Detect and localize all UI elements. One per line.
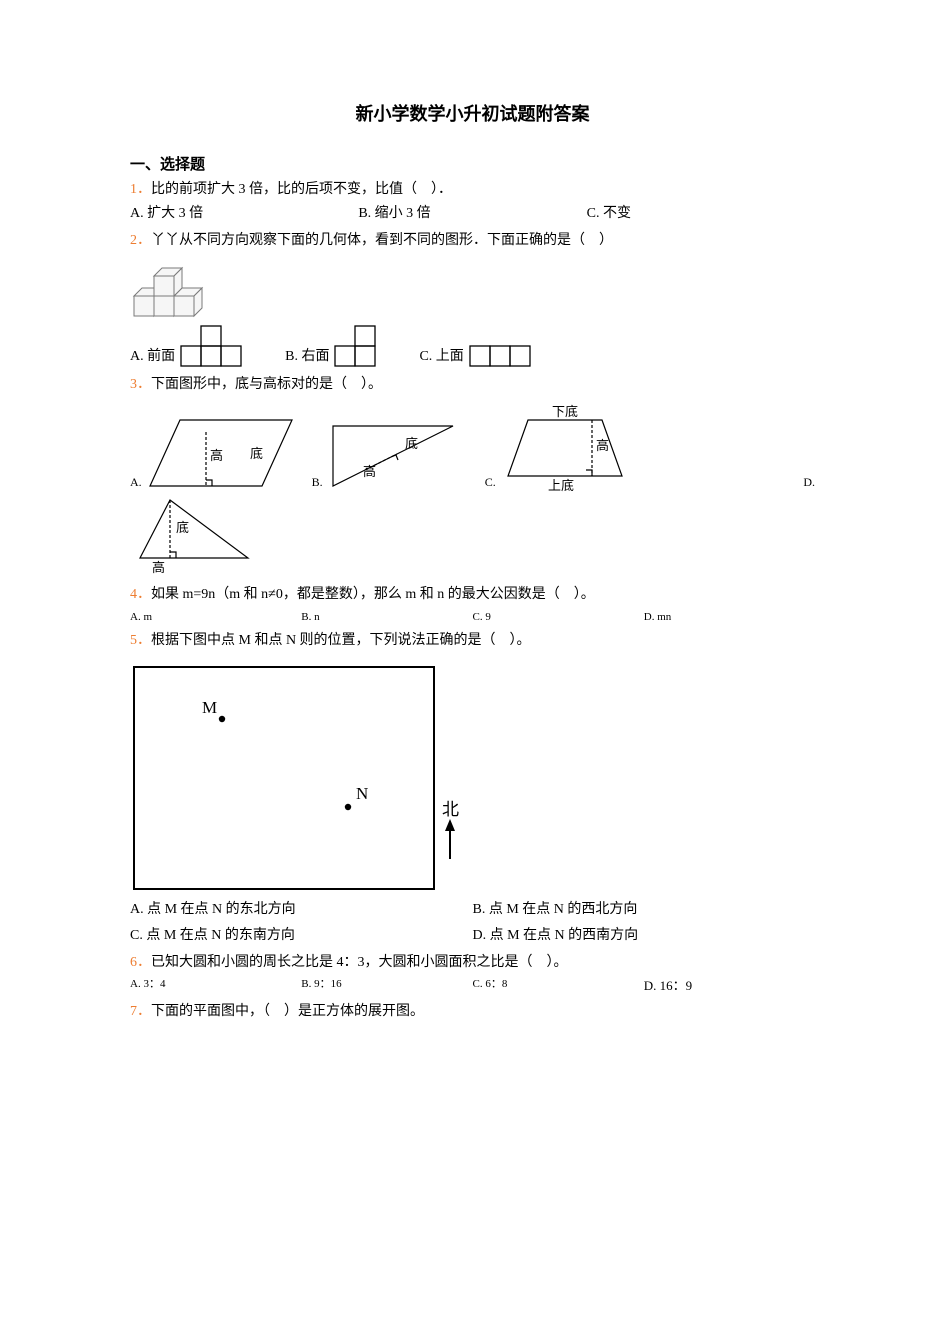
section-1-heading: 一、选择题 (130, 153, 815, 177)
q1: 1．比的前项扩大 3 倍，比的后项不变，比值（ ）． (130, 179, 815, 201)
q5-number: 5． (130, 633, 151, 648)
q2-opt-a-figure-icon (179, 324, 245, 368)
q5-text: 根据下图中点 M 和点 N 则的位置，下列说法正确的是（ ）。 (151, 633, 531, 648)
q7-number: 7． (130, 1004, 151, 1019)
q5: 5．根据下图中点 M 和点 N 则的位置，下列说法正确的是（ ）。 (130, 630, 815, 652)
q3-text: 下面图形中，底与高标对的是（ ）。 (151, 377, 382, 392)
q4-opt-b: B. n (301, 609, 472, 627)
q1-opt-a: A. 扩大 3 倍 (130, 203, 358, 225)
q5-opt-b: B. 点 M 在点 N 的西北方向 (473, 899, 816, 921)
q5-opt-a: A. 点 M 在点 N 的东北方向 (130, 899, 473, 921)
q3-a-parallelogram-icon: 高 底 (146, 414, 296, 492)
q6: 6．已知大圆和小圆的周长之比是 4：3，大圆和小圆面积之比是（ ）。 (130, 952, 815, 974)
label-gao: 高 (210, 448, 223, 463)
q2-opt-b-label: B. 右面 (285, 346, 329, 368)
label-gao: 高 (596, 438, 609, 453)
q4-opt-c: C. 9 (473, 609, 644, 627)
q5-opt-c: C. 点 M 在点 N 的东南方向 (130, 925, 473, 947)
q2-text: 丫丫从不同方向观察下面的几何体，看到不同的图形．下面正确的是（ ） (151, 233, 613, 248)
q5-options-row1: A. 点 M 在点 N 的东北方向 B. 点 M 在点 N 的西北方向 (130, 899, 815, 921)
q6-number: 6． (130, 955, 151, 970)
north-arrow-icon (445, 819, 455, 831)
q3-opt-d-label-cell: D. (803, 473, 815, 492)
q2-opt-a-label: A. 前面 (130, 346, 175, 368)
cubes-3d-icon (130, 262, 218, 318)
q2-opt-c-figure-icon (468, 344, 534, 368)
q5-opt-d: D. 点 M 在点 N 的西南方向 (473, 925, 816, 947)
q3-opt-a-label: A. (130, 473, 142, 492)
q4-opt-d: D. mn (644, 609, 815, 627)
q2-opt-b: B. 右面 (285, 324, 379, 368)
page-title: 新小学数学小升初试题附答案 (130, 100, 815, 129)
q3: 3．下面图形中，底与高标对的是（ ）。 (130, 374, 815, 396)
label-n: N (356, 784, 368, 803)
label-shangdi: 上底 (548, 478, 574, 492)
q6-opt-d: D. 16：9 (644, 976, 815, 997)
q1-opt-b: B. 缩小 3 倍 (358, 203, 586, 225)
label-gao: 高 (363, 464, 376, 479)
exam-page: 新小学数学小升初试题附答案 一、选择题 1．比的前项扩大 3 倍，比的后项不变，… (0, 0, 945, 1085)
q3-options-row1: A. 高 底 B. 底 高 (130, 402, 815, 492)
q4-options: A. m B. n C. 9 D. mn (130, 609, 815, 627)
q2-opt-c-label: C. 上面 (419, 346, 463, 368)
q3-b-triangle-icon: 底 高 (327, 420, 457, 492)
label-north: 北 (442, 800, 459, 819)
q3-opt-c-label: C. (485, 473, 496, 492)
label-di: 底 (405, 436, 418, 451)
q3-opt-b: B. 底 高 (312, 420, 457, 492)
q5-options-row2: C. 点 M 在点 N 的东南方向 D. 点 M 在点 N 的西南方向 (130, 925, 815, 947)
q6-options: A. 3：4 B. 9：16 C. 6：8 D. 16：9 (130, 976, 815, 997)
q4: 4．如果 m=9n（m 和 n≠0，都是整数），那么 m 和 n 的最大公因数是… (130, 584, 815, 606)
q1-text: 比的前项扩大 3 倍，比的后项不变，比值（ ）． (151, 182, 452, 197)
q1-opt-c: C. 不变 (587, 203, 815, 225)
q5-map-icon: M N 北 (130, 663, 460, 893)
q3-opt-c: C. 下底 高 上底 (485, 402, 630, 492)
q2-opt-b-figure-icon (333, 324, 379, 368)
q5-figure: M N 北 (130, 663, 815, 893)
q7-text: 下面的平面图中，（ ）是正方体的展开图。 (151, 1004, 424, 1019)
label-m: M (202, 698, 217, 717)
q6-text: 已知大圆和小圆的周长之比是 4：3，大圆和小圆面积之比是（ ）。 (151, 955, 568, 970)
q1-number: 1． (130, 182, 151, 197)
q2: 2．丫丫从不同方向观察下面的几何体，看到不同的图形．下面正确的是（ ） (130, 230, 815, 252)
q3-d-triangle-icon: 底 高 (136, 496, 256, 576)
q4-number: 4． (130, 587, 151, 602)
q2-options: A. 前面 B. 右面 C. 上面 (130, 324, 815, 368)
q4-text: 如果 m=9n（m 和 n≠0，都是整数），那么 m 和 n 的最大公因数是（ … (151, 587, 595, 602)
q3-opt-b-label: B. (312, 473, 323, 492)
q1-options: A. 扩大 3 倍 B. 缩小 3 倍 C. 不变 (130, 203, 815, 225)
q2-opt-a: A. 前面 (130, 324, 245, 368)
label-di: 底 (250, 446, 263, 461)
label-gao: 高 (152, 560, 165, 575)
q2-number: 2． (130, 233, 151, 248)
q4-opt-a: A. m (130, 609, 301, 627)
label-di: 底 (176, 520, 189, 535)
q3-opt-a: A. 高 底 (130, 414, 296, 492)
label-xiadi: 下底 (552, 404, 578, 419)
q3-opt-d-label: D. (803, 473, 815, 492)
q6-opt-c: C. 6：8 (473, 976, 644, 997)
q2-solid-figure (130, 262, 815, 318)
q3-number: 3． (130, 377, 151, 392)
q7: 7．下面的平面图中，（ ）是正方体的展开图。 (130, 1001, 815, 1023)
q3-c-trapezoid-icon: 下底 高 上底 (500, 402, 630, 492)
q6-opt-a: A. 3：4 (130, 976, 301, 997)
q3-opt-d-figure: 底 高 (136, 496, 815, 576)
q6-opt-b: B. 9：16 (301, 976, 472, 997)
q2-opt-c: C. 上面 (419, 344, 533, 368)
